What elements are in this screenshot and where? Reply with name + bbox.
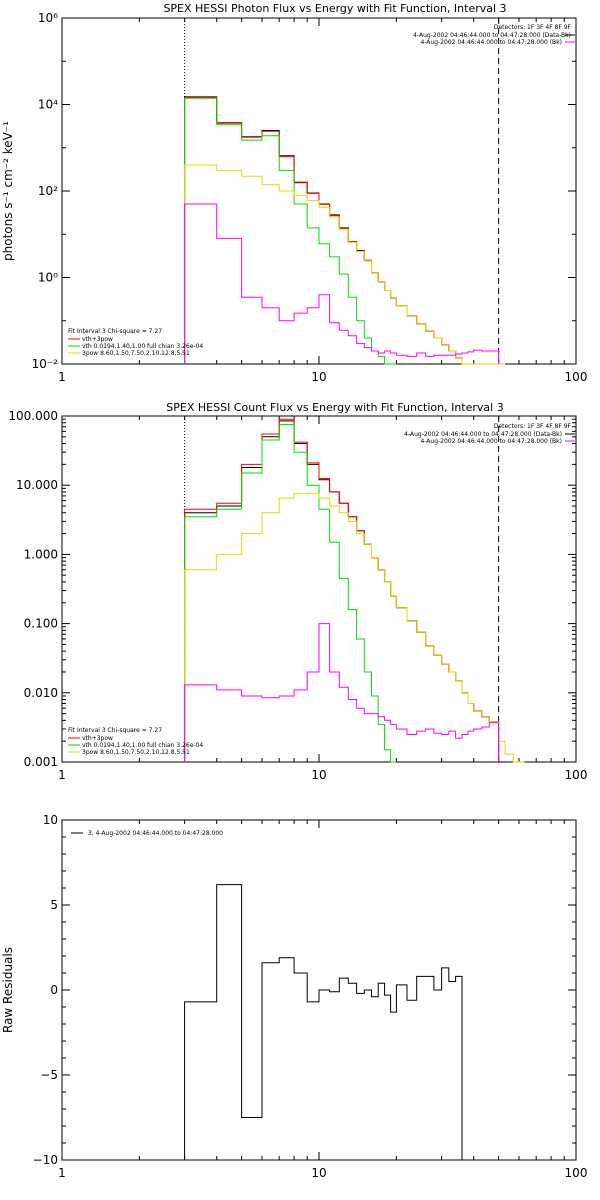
count-flux-series xyxy=(184,418,525,763)
residuals-series xyxy=(184,884,463,1160)
y-tick-label: 10⁻² xyxy=(32,357,59,371)
residuals-y-axis-label: Raw Residuals xyxy=(1,947,15,1033)
photon-flux-legend-bottom: Fit Interval 3 Chi-square = 7.27 vth+3po… xyxy=(68,328,203,357)
residuals-legend-label: 3, 4-Aug-2002 04:46:44.000 to 04:47:28.0… xyxy=(88,830,223,837)
y-tick-label: 10⁰ xyxy=(38,271,58,285)
x-tick-label: 1 xyxy=(58,370,66,384)
count-flux-axis-ticks: 1 10 100 0.001 0.010 0.100 1.000 10.000 100.000 xyxy=(8,409,587,782)
detectors-label: Detectors: 1F 3F 4F 8F 9F xyxy=(494,24,572,31)
y-tick-label: −10 xyxy=(33,1153,58,1167)
photon-flux-panel: SPEX HESSI Photon Flux vs Energy with Fi… xyxy=(1,2,587,384)
photon-flux-title: SPEX HESSI Photon Flux vs Energy with Fi… xyxy=(163,2,506,15)
y-tick-label: 10⁴ xyxy=(38,98,58,112)
photon-flux-legend-top: Detectors: 1F 3F 4F 8F 9F 4-Aug-2002 04:… xyxy=(413,24,575,46)
series-vth xyxy=(184,424,397,763)
3pow-legend-label: 3pow 8.60,1.50,7.50,2.10,12.8,5.51 xyxy=(82,749,190,756)
photon-flux-series xyxy=(184,96,506,365)
data-bk-interval-label: 4-Aug-2002 04:46:44.000 to 04:47:28.000 … xyxy=(413,32,571,39)
fit-interval-label: Fit Interval 3 Chi-square = 7.27 xyxy=(68,727,162,734)
residuals-panel: Raw Residuals 1 10 100 −10 −5 0 5 10 3, 4-Aug-2… xyxy=(1,813,587,1180)
y-tick-label: 0.010 xyxy=(24,686,58,700)
x-tick-label: 100 xyxy=(565,370,588,384)
x-tick-label: 10 xyxy=(311,370,326,384)
bk-interval-label: 4-Aug-2002 04:46:44.000 to 04:47:28.000 … xyxy=(420,438,562,445)
series-3pow xyxy=(184,493,525,763)
y-tick-label: −5 xyxy=(40,1068,58,1082)
count-flux-title: SPEX HESSI Count Flux vs Energy with Fit… xyxy=(166,401,503,414)
x-tick-label: 1 xyxy=(58,768,66,782)
series-vth-3pow xyxy=(184,97,499,365)
y-tick-label: 5 xyxy=(50,898,58,912)
y-tick-label: 0.001 xyxy=(24,755,58,769)
y-tick-label: 10 xyxy=(43,813,58,827)
x-tick-label: 10 xyxy=(311,1166,326,1180)
series-vth-3pow xyxy=(184,418,500,762)
photon-flux-axis-ticks: 1 10 100 10⁻² 10⁰ 10² 10⁴ 10⁶ xyxy=(32,11,588,384)
y-tick-label: 10.000 xyxy=(16,478,58,492)
x-tick-label: 10 xyxy=(311,768,326,782)
series-interval-3 xyxy=(184,884,463,1160)
count-flux-range-markers xyxy=(184,416,500,762)
bk-interval-label: 4-Aug-2002 04:46:44.000 to 04:47:28.000 … xyxy=(420,39,562,46)
x-tick-label: 100 xyxy=(565,1166,588,1180)
series-data-bk xyxy=(184,96,499,365)
y-tick-label: 1.000 xyxy=(24,547,58,561)
series-bk xyxy=(184,203,500,364)
x-tick-label: 100 xyxy=(565,768,588,782)
count-flux-legend-bottom: Fit Interval 3 Chi-square = 7.27 vth+3po… xyxy=(68,727,203,756)
photon-flux-y-axis-label: photons s⁻¹ cm⁻² keV⁻¹ xyxy=(1,121,15,261)
residuals-axis-ticks: 1 10 100 −10 −5 0 5 10 xyxy=(33,813,588,1180)
y-tick-label: 10⁶ xyxy=(38,11,58,25)
y-tick-label: 0.100 xyxy=(24,617,58,631)
series-bk xyxy=(184,623,500,762)
y-tick-label: 100.000 xyxy=(8,409,58,423)
count-flux-legend-top: Detectors: 1F 3F 4F 8F 9F 4-Aug-2002 04:… xyxy=(404,423,575,445)
y-tick-label: 0 xyxy=(50,983,58,997)
residuals-legend: 3, 4-Aug-2002 04:46:44.000 to 04:47:28.0… xyxy=(71,830,223,837)
data-bk-interval-label: 4-Aug-2002 04:46:44.000 to 04:47:28.000 … xyxy=(404,431,562,438)
series-data-bk xyxy=(184,420,500,762)
series-3pow xyxy=(184,164,506,365)
photon-flux-range-markers xyxy=(184,18,500,364)
3pow-legend-label: 3pow 8.60,1.50,7.50,2.10,12.8,5.51 xyxy=(82,350,190,357)
vth-3pow-legend-label: vth+3pow xyxy=(82,735,113,742)
count-flux-panel: SPEX HESSI Count Flux vs Energy with Fit… xyxy=(8,401,587,782)
y-tick-label: 10² xyxy=(38,184,58,198)
detectors-label: Detectors: 1F 3F 4F 8F 9F xyxy=(494,423,572,430)
x-tick-label: 1 xyxy=(58,1166,66,1180)
fit-interval-label: Fit Interval 3 Chi-square = 7.27 xyxy=(68,328,162,335)
vth-legend-label: vth 0.0194,1.40,1.00 full chian 3.26e-04 xyxy=(82,343,203,350)
vth-legend-label: vth 0.0194,1.40,1.00 full chian 3.26e-04 xyxy=(82,742,203,749)
vth-3pow-legend-label: vth+3pow xyxy=(82,336,113,343)
